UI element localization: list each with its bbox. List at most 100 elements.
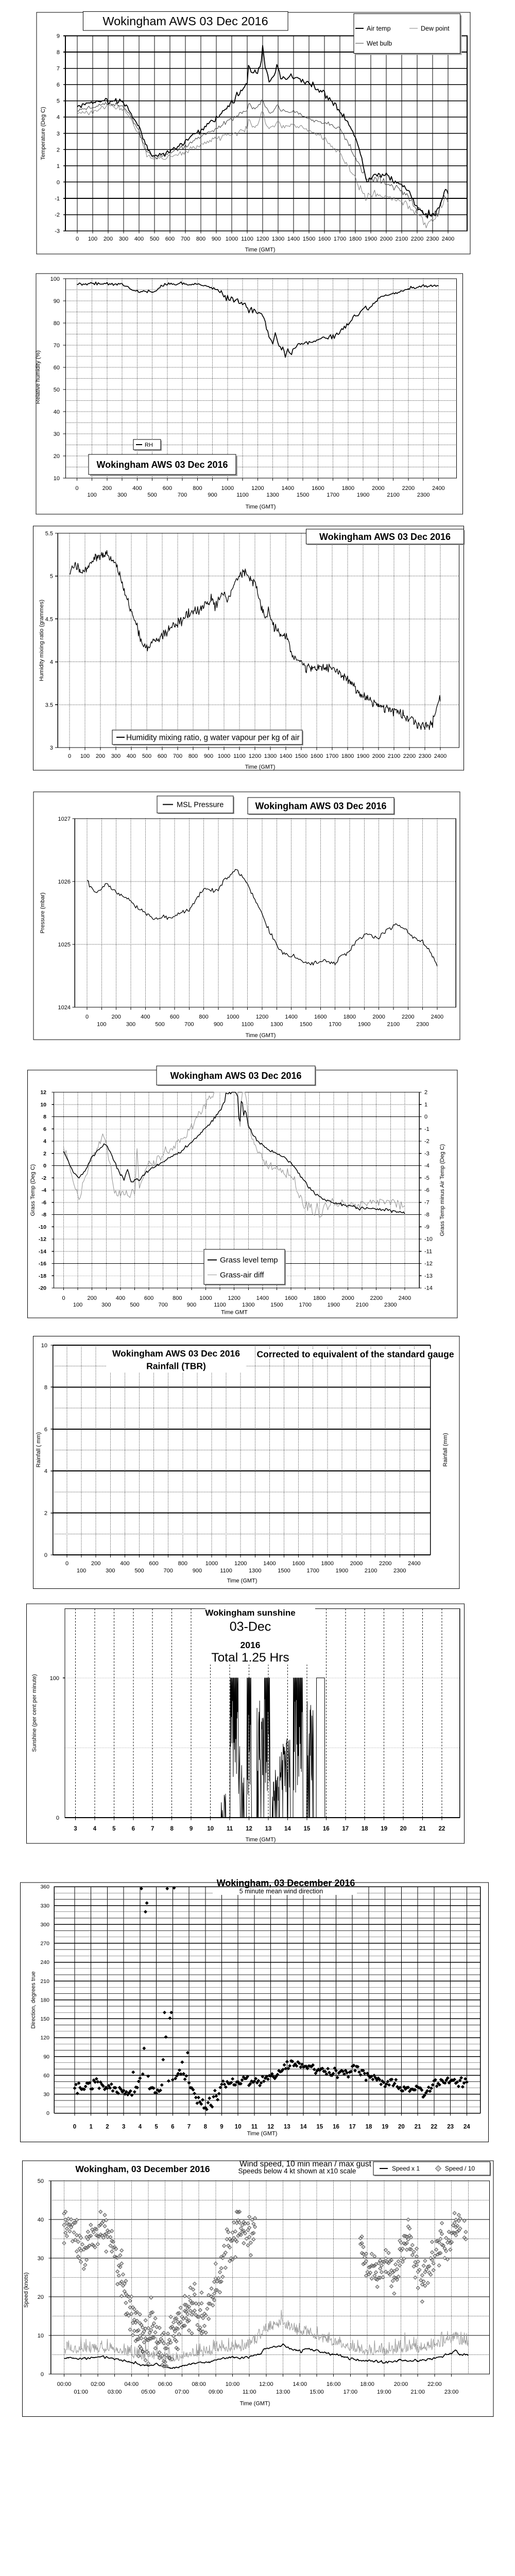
svg-text:19: 19 [381,1826,387,1832]
svg-text:Corrected to equivalent of the: Corrected to equivalent of the standard … [256,1349,454,1359]
svg-text:2200: 2200 [370,1295,382,1301]
svg-text:Wokingham, 03 December 2016: Wokingham, 03 December 2016 [75,2164,210,2174]
svg-text:Air temp: Air temp [367,25,391,32]
svg-text:400: 400 [120,1561,129,1567]
svg-text:0: 0 [76,236,79,242]
svg-text:-12: -12 [39,1236,46,1243]
svg-text:4: 4 [50,659,53,666]
svg-text:-9: -9 [424,1224,430,1230]
svg-text:300: 300 [101,1302,111,1308]
svg-text:1500: 1500 [295,753,307,759]
svg-text:1300: 1300 [272,236,284,242]
svg-text:01:00: 01:00 [74,2389,88,2395]
svg-text:900: 900 [187,1302,196,1308]
svg-text:-6: -6 [42,1199,46,1206]
svg-text:12: 12 [267,2124,274,2130]
svg-text:Pressure (mbar): Pressure (mbar) [40,892,46,933]
svg-text:22:00: 22:00 [427,2381,442,2387]
svg-text:7: 7 [57,66,60,72]
svg-text:Time (GMT): Time (GMT) [246,1032,276,1039]
svg-text:500: 500 [130,1302,139,1308]
svg-text:Dew point: Dew point [421,25,450,32]
svg-text:2300: 2300 [417,492,430,498]
svg-text:300: 300 [126,1021,135,1027]
svg-text:03:00: 03:00 [108,2389,122,2395]
svg-text:1500: 1500 [278,1568,290,1574]
svg-text:5.5: 5.5 [45,531,53,537]
svg-text:2000: 2000 [380,236,392,242]
svg-text:0: 0 [57,179,60,185]
svg-text:600: 600 [170,1014,179,1020]
svg-text:17: 17 [342,1826,349,1832]
svg-text:Time (GMT): Time (GMT) [227,1578,258,1584]
svg-text:1400: 1400 [256,1295,269,1301]
svg-text:10: 10 [40,1101,46,1108]
svg-text:100: 100 [88,492,97,498]
svg-text:1200: 1200 [234,1561,247,1567]
svg-text:700: 700 [159,1302,168,1308]
svg-text:2200: 2200 [403,753,416,759]
svg-text:1600: 1600 [285,1295,297,1301]
svg-text:-10: -10 [39,1224,46,1230]
svg-text:04:00: 04:00 [125,2381,139,2387]
svg-text:1900: 1900 [358,1021,370,1027]
svg-text:120: 120 [40,2035,49,2041]
svg-text:21: 21 [419,1826,426,1832]
svg-text:13:00: 13:00 [276,2389,290,2395]
svg-text:2400: 2400 [408,1561,420,1567]
svg-text:3: 3 [50,745,53,751]
svg-text:09:00: 09:00 [209,2389,223,2395]
svg-text:Rainfall ( mm): Rainfall ( mm) [36,1432,42,1467]
svg-text:Time (GMT): Time (GMT) [240,2401,270,2407]
svg-text:500: 500 [134,1568,144,1574]
svg-text:2016: 2016 [241,1640,261,1650]
svg-text:1: 1 [89,2124,93,2130]
svg-text:4: 4 [44,1468,47,1475]
svg-text:200: 200 [102,485,112,492]
svg-text:1700: 1700 [306,1568,319,1574]
svg-text:07:00: 07:00 [175,2389,190,2395]
svg-text:1300: 1300 [270,1021,283,1027]
svg-text:0: 0 [43,1163,46,1169]
svg-text:-2: -2 [424,1139,430,1145]
svg-text:Wokingham sunshine: Wokingham sunshine [205,1608,295,1618]
svg-text:06:00: 06:00 [158,2381,173,2387]
svg-text:1600: 1600 [318,236,331,242]
svg-text:50: 50 [38,2178,44,2184]
svg-text:900: 900 [214,1021,223,1027]
svg-text:11: 11 [251,2124,258,2130]
svg-text:600: 600 [149,1561,158,1567]
svg-text:1: 1 [57,163,60,170]
svg-text:10:00: 10:00 [226,2381,240,2387]
svg-text:2000: 2000 [372,1014,385,1020]
svg-text:600: 600 [144,1295,153,1301]
svg-text:Wokingham AWS 03 Dec 2016: Wokingham AWS 03 Dec 2016 [112,1348,240,1359]
svg-text:Speed x 1: Speed x 1 [392,2165,420,2172]
svg-text:Time (GMT): Time (GMT) [245,247,276,253]
svg-text:1700: 1700 [329,1021,341,1027]
svg-text:100: 100 [77,1568,86,1574]
svg-text:200: 200 [96,753,105,759]
svg-text:2400: 2400 [442,236,454,242]
svg-text:8: 8 [44,1384,47,1391]
svg-text:1400: 1400 [280,753,292,759]
svg-text:6: 6 [171,2124,174,2130]
svg-text:1100: 1100 [220,1568,232,1574]
svg-text:Time (GMT): Time (GMT) [246,504,276,510]
svg-text:-18: -18 [39,1273,46,1279]
svg-text:80: 80 [54,320,60,327]
svg-text:800: 800 [196,236,205,242]
svg-text:Time (GMT): Time (GMT) [245,764,276,770]
svg-text:-4: -4 [42,1188,46,1194]
svg-text:700: 700 [181,236,190,242]
svg-text:300: 300 [111,753,121,759]
svg-text:180: 180 [40,1997,49,2003]
svg-text:600: 600 [163,485,172,492]
svg-text:12: 12 [246,1826,252,1832]
svg-text:-6: -6 [424,1188,430,1194]
svg-text:8: 8 [43,1114,46,1120]
svg-text:5: 5 [50,573,53,580]
svg-text:1025: 1025 [58,942,71,948]
svg-text:400: 400 [132,485,142,492]
svg-text:4: 4 [93,1826,97,1832]
